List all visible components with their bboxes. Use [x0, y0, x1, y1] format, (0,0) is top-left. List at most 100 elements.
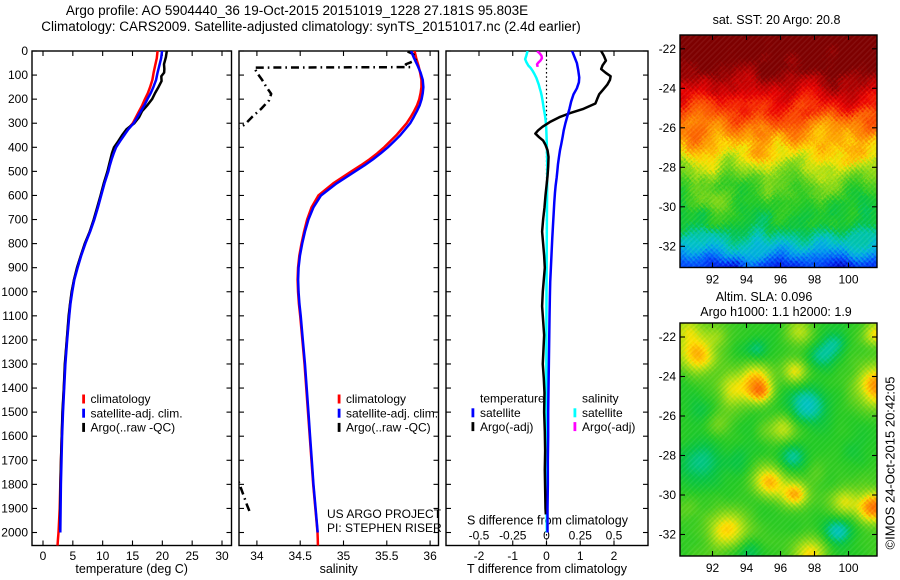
map-axes-sla-map: 92 94 96 98 100 -22 -24 -26 -28 -30 -32: [659, 322, 878, 575]
x-tick-label: 0: [40, 549, 47, 563]
y-tick-label: 300: [8, 116, 28, 130]
y-tick-label: 0: [21, 44, 28, 58]
sla-map-title-line1: Altim. SLA: 0.096: [715, 290, 813, 304]
s-tick-label: 0.5: [606, 529, 623, 543]
map-y-tick-label: -22: [659, 330, 677, 344]
imos-watermark: ©IMOS 24-Oct-2015 20:42:05: [882, 376, 898, 549]
axes-box: [238, 50, 440, 547]
x-tick-label: 34.5: [289, 549, 313, 563]
y-tick-label: 1100: [2, 309, 28, 323]
xlabel-t-difference: T difference from climatology: [466, 561, 628, 576]
series-climatology: [296, 51, 423, 546]
map-x-tick-label: 100: [838, 273, 858, 287]
y-tick-label: 1300: [1, 357, 28, 371]
legend-label: satellite: [480, 406, 521, 420]
map-x-tick-label: 92: [706, 273, 720, 287]
series-climatology: [56, 51, 159, 546]
figure-title-line2: Climatology: CARS2009. Satellite-adjuste…: [41, 19, 581, 34]
legend-header: salinity: [582, 391, 619, 405]
x-tick-label: 35: [337, 549, 351, 563]
figure-title-line1: Argo profile: AO 5904440_36 19-Oct-2015 …: [65, 3, 529, 18]
y-tick-label: 1500: [1, 405, 28, 419]
legend-marker: [471, 422, 475, 432]
x-tick-label: -1: [507, 549, 518, 563]
s-tick-label: -0.5: [469, 529, 490, 543]
axes-box: [679, 322, 878, 557]
sla-heatmap: [680, 323, 877, 556]
legend-label: climatology: [91, 392, 151, 406]
x-tick-label: 0: [543, 549, 550, 563]
sst-map-title: sat. SST: 20 Argo: 20.8: [712, 13, 841, 27]
map-y-tick-label: -24: [659, 81, 677, 95]
map-x-tick-label: 98: [808, 561, 822, 575]
x-tick-label: 20: [156, 549, 170, 563]
legend-label: satellite: [582, 406, 623, 420]
map-x-tick-label: 94: [740, 273, 754, 287]
y-tick-label: 900: [8, 261, 28, 275]
legend-marker: [573, 422, 577, 432]
series-satellite-adj-clim-: [296, 51, 425, 533]
x-tick-label: 10: [96, 549, 110, 563]
s-tick-label: -0.25: [499, 529, 527, 543]
map-y-tick-label: -30: [659, 200, 677, 214]
map-y-tick-label: -28: [659, 449, 677, 463]
sst-heatmap: [680, 35, 877, 268]
x-tick-label: -2: [474, 549, 485, 563]
legend-marker: [82, 408, 85, 418]
legend-header: temperature: [480, 391, 545, 405]
x-tick-label: 36: [423, 549, 437, 563]
map-x-tick-label: 96: [774, 273, 788, 287]
legend-label: satellite-adj. clim.: [91, 406, 183, 420]
plot-salinity-profile: 34 34.5 35 35.5 36 climatologysatellite-adj. …: [238, 50, 440, 563]
series-group: [56, 51, 169, 546]
legend-label: Argo(..raw -QC): [91, 421, 176, 435]
axes-box: [31, 50, 233, 547]
s-tick-label: 0.25: [569, 529, 593, 543]
sla-map-title-line2: Argo h1000: 1.1 h2000: 1.9: [700, 305, 852, 319]
y-tick-label: 1400: [1, 381, 28, 395]
map-x-tick-label: 92: [706, 561, 720, 575]
map-x-tick-label: 94: [740, 561, 754, 575]
map-x-tick-label: 98: [808, 273, 822, 287]
series-argo-raw-qc-: [239, 51, 418, 515]
map-y-tick-label: -32: [659, 528, 677, 542]
axes-box: [679, 34, 878, 269]
plot-difference-from-climatology: -2 -1 0 1 2S difference from climatology-0.5…: [445, 50, 649, 563]
legend-marker: [82, 394, 85, 404]
y-tick-label: 1700: [1, 453, 28, 467]
y-tick-label: 2000: [1, 526, 28, 540]
series-t-argo-adj-: [534, 51, 612, 515]
x-tick-label: 5: [69, 549, 76, 563]
x-tick-label: 25: [185, 549, 199, 563]
legend-marker: [573, 408, 577, 418]
map-y-tick-label: -28: [659, 160, 677, 174]
series-s-satellite: [523, 51, 549, 533]
legend-marker: [471, 408, 475, 418]
x-tick-label: 15: [126, 549, 140, 563]
x-tick-label: 2: [611, 549, 618, 563]
legend-label: climatology: [346, 392, 406, 406]
plot-temperature-profile: 0 5 10 15 20 25 300100200300400500600700800900…: [1, 44, 233, 563]
xlabel-salinity: salinity: [319, 561, 358, 576]
legend-label: Argo(-adj): [480, 420, 533, 434]
legend-label: Argo(..raw -QC): [346, 421, 431, 435]
series-argo-raw-qc-: [58, 51, 169, 531]
x-tick-label: 35.5: [375, 549, 399, 563]
legend-marker: [337, 408, 341, 418]
y-tick-label: 100: [8, 68, 28, 82]
map-y-tick-label: -26: [659, 121, 677, 135]
map-axes-sst-map: 92 94 96 98 100 -22 -24 -26 -28 -30 -32: [659, 34, 878, 287]
series-s-argo-adj-: [535, 51, 544, 68]
map-y-tick-label: -30: [659, 488, 677, 502]
y-tick-label: 1800: [1, 477, 28, 491]
y-tick-label: 400: [8, 140, 28, 154]
legend-marker: [337, 394, 341, 404]
x-tick-label: 1: [577, 549, 584, 563]
y-tick-label: 1000: [1, 285, 28, 299]
legend-label: Argo(-adj): [582, 420, 635, 434]
xlabel-temperature: temperature (deg C): [75, 561, 188, 576]
legend-marker: [337, 422, 341, 432]
annotation-pi-stephen-riser: PI: STEPHEN RISER: [327, 520, 442, 535]
